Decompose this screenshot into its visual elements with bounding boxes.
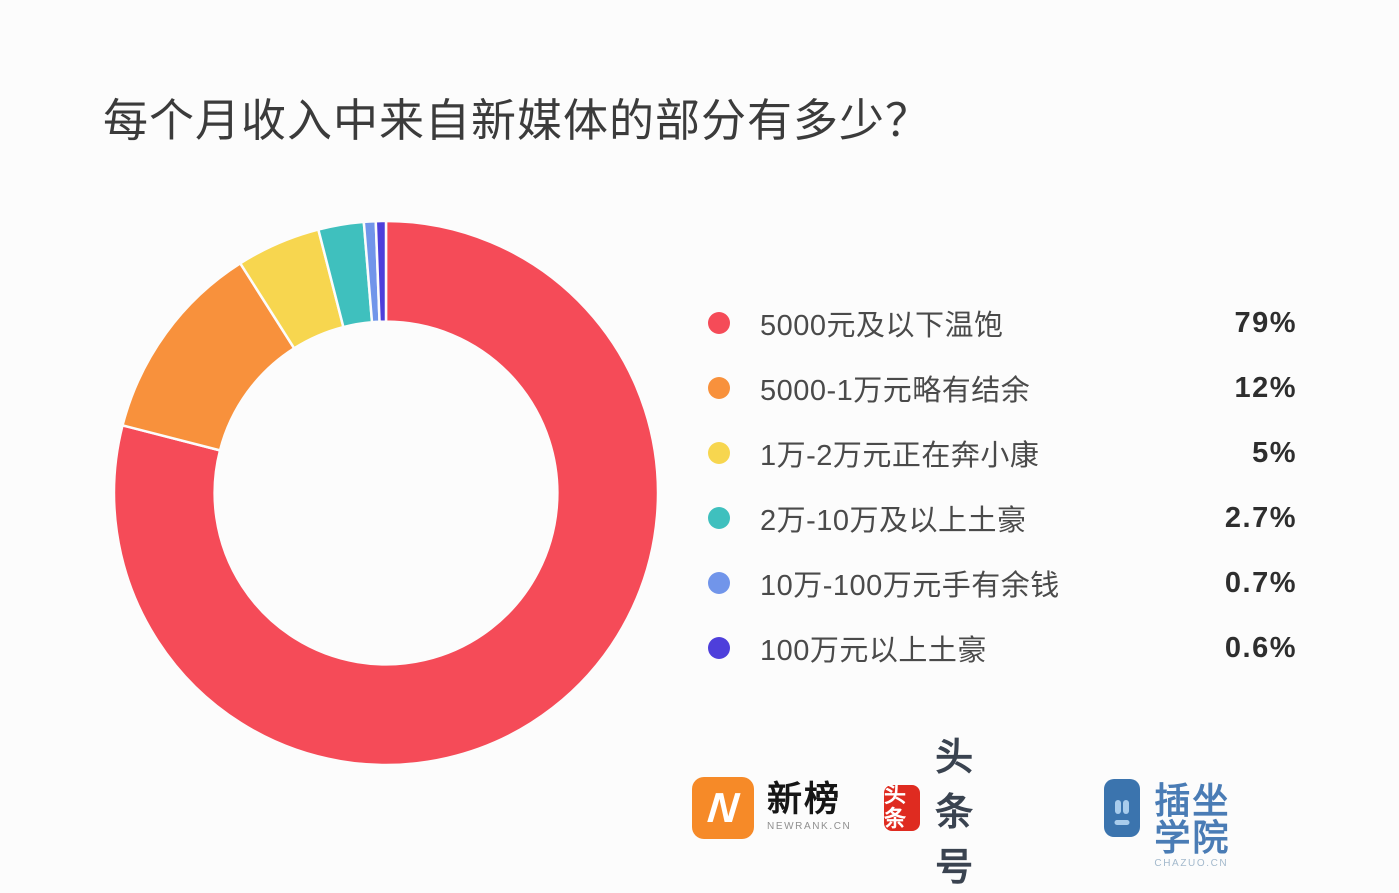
newrank-n-glyph: N [705,784,741,831]
legend-label: 100万元以上土豪 [760,635,987,667]
newrank-url: NEWRANK.CN [767,821,852,832]
chart-title: 每个月收入中来自新媒体的部分有多少？ [103,95,932,146]
chart-legend: 5000元及以下温饱 79% 5000-1万元略有结余 12% 1万-2万元正在… [700,301,1297,691]
newrank-name: 新榜 [767,780,842,819]
legend-dot-icon [708,377,730,399]
toutiao-logo: 头条 头条号 [884,737,1003,889]
legend-item: 10万-100万元手有余钱 0.7% [700,561,1297,605]
donut-segment [112,219,660,767]
robot-eye-icon [1115,800,1121,814]
legend-label: 2万-10万及以上土豪 [760,505,1027,537]
legend-label: 5000-1万元略有结余 [760,375,1031,407]
robot-mouth-icon [1114,820,1130,825]
legend-item: 1万-2万元正在奔小康 5% [700,431,1297,475]
toutiao-badge-text: 头条 [884,781,909,831]
legend-dot-icon [708,507,730,529]
legend-item: 100万元以上土豪 0.6% [700,626,1297,670]
newrank-logo: N 新榜 NEWRANK.CN [692,777,851,839]
legend-value: 0.7% [1224,566,1297,599]
newrank-icon: N [692,777,754,839]
chazuo-url: CHAZUO.CN [1154,858,1229,869]
legend-label: 5000元及以下温饱 [760,310,1004,342]
legend-value: 12% [1234,371,1297,404]
chazuo-name: 插坐学院 [1154,780,1231,858]
legend-value: 0.6% [1224,631,1297,664]
legend-dot-icon [708,442,730,464]
legend-item: 5000元及以下温饱 79% [700,301,1297,345]
donut-segment [374,219,388,324]
legend-label: 1万-2万元正在奔小康 [760,440,1040,472]
legend-label: 10万-100万元手有余钱 [760,570,1060,602]
legend-dot-icon [708,572,730,594]
legend-value: 5% [1252,436,1297,469]
toutiao-name: 头条号 [935,736,976,889]
robot-eye-icon [1123,800,1130,814]
chazuo-robot-icon [1104,779,1141,837]
chazuo-logo: 插坐学院 CHAZUO.CN [1104,777,1250,869]
legend-item: 2万-10万及以上土豪 2.7% [700,496,1297,540]
legend-value: 79% [1234,306,1297,339]
legend-dot-icon [708,312,730,334]
legend-item: 5000-1万元略有结余 12% [700,366,1297,410]
legend-value: 2.7% [1224,501,1297,534]
toutiao-icon: 头条 [884,781,921,831]
donut-chart [112,219,660,767]
legend-dot-icon [708,637,730,659]
